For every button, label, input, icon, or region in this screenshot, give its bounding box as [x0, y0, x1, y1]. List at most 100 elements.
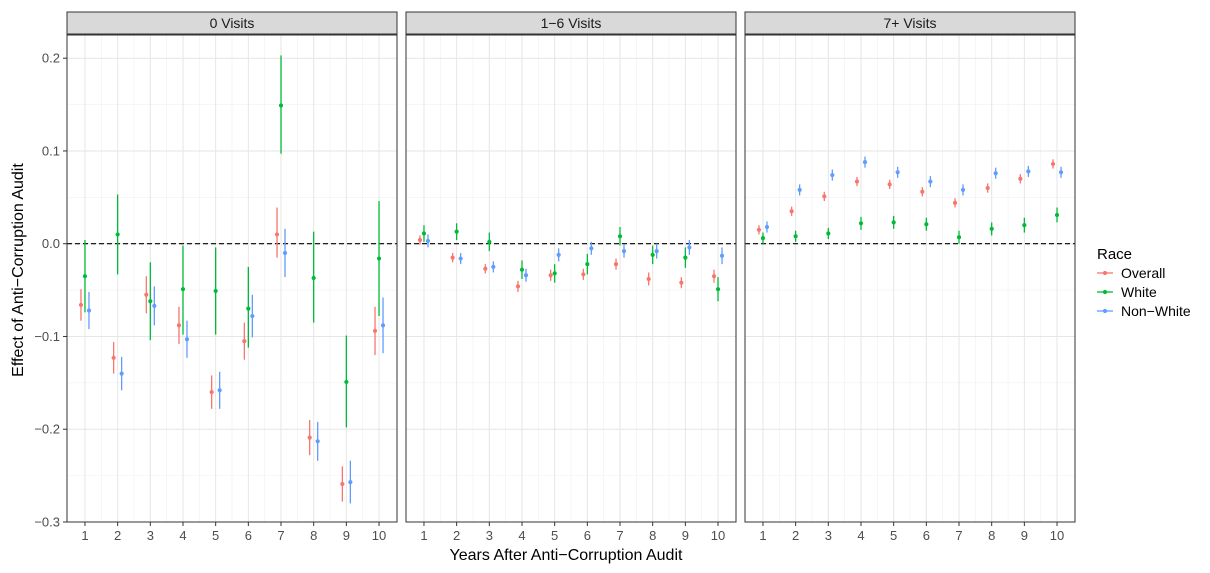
data-point — [887, 182, 892, 187]
x-tick-label: 2 — [792, 528, 799, 543]
data-point — [1050, 161, 1056, 167]
data-point — [617, 234, 623, 239]
x-tick-label: 5 — [890, 528, 897, 543]
data-point — [176, 323, 182, 328]
data-point — [180, 287, 186, 292]
data-point — [311, 275, 316, 281]
data-point — [519, 267, 525, 272]
y-tick-label: −0.3 — [34, 515, 60, 530]
data-point — [217, 388, 222, 393]
data-point — [119, 371, 124, 376]
data-point — [213, 288, 218, 294]
x-tick-label: 5 — [551, 528, 558, 543]
y-tick-label: −0.2 — [34, 422, 60, 437]
data-point — [1026, 169, 1031, 174]
legend-entry: White — [1097, 284, 1157, 300]
legend-key-point — [1102, 289, 1108, 295]
panel-border — [744, 34, 1076, 523]
facet-strip — [405, 11, 737, 35]
series-group — [764, 156, 1064, 233]
data-point — [985, 185, 990, 191]
data-point — [687, 245, 692, 250]
data-point — [789, 209, 794, 214]
data-point — [793, 234, 798, 239]
x-tick-label: 4 — [857, 528, 864, 543]
data-point — [425, 238, 431, 244]
data-point — [1018, 176, 1023, 181]
x-tick-label: 2 — [453, 528, 460, 543]
data-point — [960, 187, 966, 193]
data-point — [548, 273, 553, 278]
x-tick-label: 8 — [649, 528, 656, 543]
data-point — [380, 323, 386, 328]
data-point — [830, 172, 835, 178]
y-axis: −0.3 −0.2 −0.1 0.0 0.1 0.2 — [34, 51, 67, 530]
x-tick-label: 4 — [518, 528, 525, 543]
data-point — [589, 246, 594, 251]
y-tick-label: 0.0 — [42, 236, 60, 251]
data-point — [956, 235, 962, 240]
y-tick-label: 0.1 — [42, 143, 60, 158]
data-point — [1022, 223, 1027, 228]
data-point — [148, 299, 153, 304]
data-point — [797, 187, 802, 193]
legend-entry-label: Non−White — [1121, 303, 1191, 319]
data-point — [417, 237, 423, 243]
x-tick-label: 4 — [179, 528, 186, 543]
x-tick-label: 3 — [486, 528, 493, 543]
data-point — [450, 255, 455, 260]
data-point — [184, 337, 190, 342]
x-tick-label: 6 — [923, 528, 930, 543]
facet-strip-label: 1−6 Visits — [541, 15, 602, 31]
data-point — [487, 239, 492, 244]
x-tick-label: 3 — [825, 528, 832, 543]
data-point — [858, 221, 864, 226]
data-point — [928, 179, 933, 184]
x-tick-label: 8 — [988, 528, 995, 543]
data-point — [826, 231, 831, 236]
series-group — [760, 207, 1060, 244]
x-tick-label: 5 — [212, 528, 219, 543]
data-point — [756, 227, 762, 232]
data-point — [458, 256, 463, 261]
series-group — [417, 235, 717, 292]
data-point — [82, 274, 88, 279]
data-point — [78, 302, 84, 308]
data-point — [372, 328, 378, 334]
series-group — [86, 228, 386, 504]
series-group — [82, 55, 382, 428]
facet-panels: 0 Visits 1−6 Visits 7+ Visits — [66, 11, 1076, 523]
data-point — [278, 103, 284, 108]
data-point — [613, 262, 619, 267]
data-point — [144, 292, 149, 297]
data-point — [483, 266, 488, 271]
data-point — [854, 179, 860, 184]
legend-key-point — [1102, 270, 1108, 276]
data-point — [683, 255, 688, 260]
data-point — [340, 481, 345, 487]
data-point — [920, 189, 925, 194]
data-point — [993, 171, 998, 176]
data-point — [715, 287, 721, 292]
data-point — [454, 229, 459, 234]
data-point — [307, 435, 312, 440]
legend: Race Overall White Non−White — [1097, 246, 1191, 319]
data-point — [822, 194, 827, 199]
facet-strip-label: 0 Visits — [210, 15, 255, 31]
x-tick-label: 9 — [1021, 528, 1028, 543]
data-point — [1054, 212, 1060, 218]
x-tick-label: 1 — [420, 528, 427, 543]
data-point — [246, 306, 251, 311]
data-point — [152, 303, 157, 308]
series-group — [78, 207, 378, 502]
x-tick-label: 9 — [343, 528, 350, 543]
x-tick-label: 9 — [682, 528, 689, 543]
data-point — [209, 390, 214, 395]
legend-key-point — [1102, 308, 1108, 314]
data-point — [952, 200, 958, 205]
facet-strip — [66, 11, 398, 35]
data-point — [111, 355, 116, 360]
data-point — [1058, 170, 1064, 175]
